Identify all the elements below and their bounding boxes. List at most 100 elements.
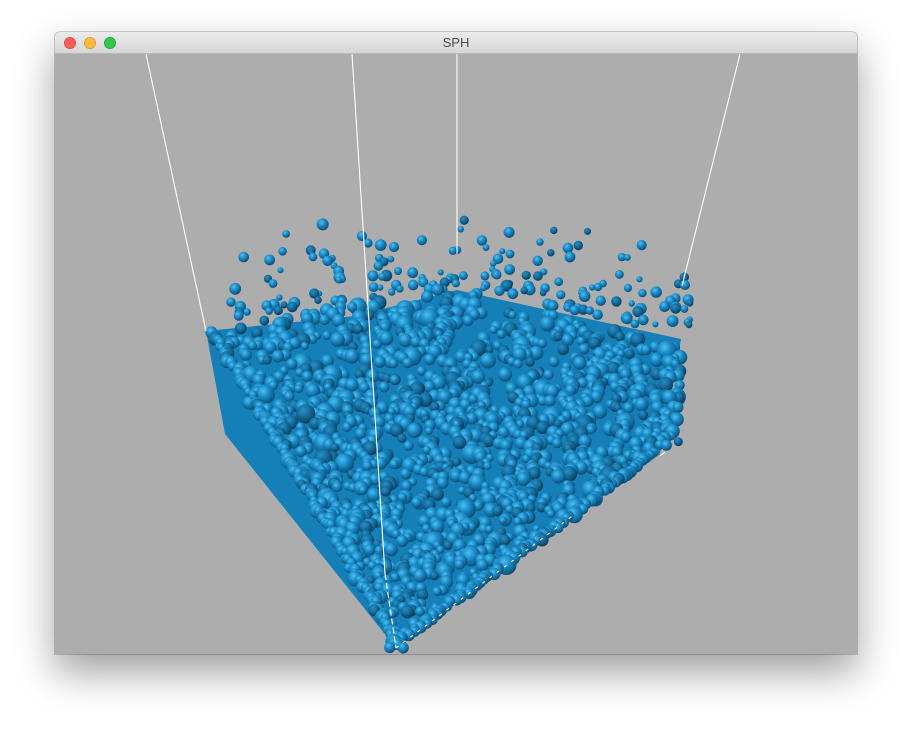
sph-particle — [554, 277, 564, 287]
sph-particle — [330, 332, 345, 347]
sph-particle — [672, 401, 684, 413]
minimize-button[interactable] — [84, 37, 96, 49]
sph-particle — [394, 267, 402, 275]
sph-particle — [402, 357, 413, 369]
sph-particle — [496, 329, 506, 339]
sph-particle — [432, 586, 442, 597]
sph-particle — [334, 453, 355, 473]
particle-scene — [55, 54, 857, 654]
sph-particle — [380, 486, 391, 497]
sph-particle — [547, 300, 558, 312]
sph-particle — [395, 534, 409, 548]
sph-particle — [490, 260, 497, 267]
sph-particle — [547, 249, 555, 257]
sph-particle — [278, 247, 287, 256]
simulation-viewport[interactable] — [55, 54, 857, 654]
sph-particle — [521, 454, 531, 464]
sph-particle — [320, 354, 334, 368]
sph-particle — [252, 373, 266, 387]
sph-particle — [300, 341, 309, 351]
sph-particle — [436, 476, 449, 489]
sph-particle — [421, 290, 434, 303]
sph-particle — [499, 439, 513, 452]
sph-particle — [403, 440, 414, 451]
sph-particle — [479, 352, 496, 369]
sph-particle — [273, 305, 283, 316]
sph-particle — [503, 226, 515, 238]
close-button[interactable] — [64, 37, 76, 49]
sph-particle — [305, 383, 321, 399]
sph-particle — [673, 437, 683, 447]
sph-particle — [400, 480, 413, 492]
sph-particle — [389, 423, 404, 438]
sph-particle — [377, 284, 384, 291]
sph-particle — [640, 344, 652, 356]
sph-particle — [557, 343, 570, 356]
sph-particle — [576, 336, 586, 346]
sph-particle — [358, 485, 368, 495]
sph-particle — [410, 336, 422, 348]
sph-particle — [308, 252, 318, 262]
sph-particle — [268, 279, 278, 288]
sph-particle — [622, 313, 633, 325]
sph-particle — [263, 341, 277, 354]
sph-particle — [467, 522, 476, 531]
sph-particle — [347, 301, 358, 312]
sph-particle — [458, 471, 472, 484]
title-bar[interactable]: SPH — [55, 32, 857, 54]
sph-particle — [638, 314, 649, 326]
zoom-button[interactable] — [104, 37, 116, 49]
sph-particle — [264, 254, 275, 266]
sph-particle — [373, 355, 386, 368]
sph-particle — [286, 301, 298, 313]
sph-particle — [437, 269, 444, 276]
sph-particle — [513, 516, 523, 526]
sph-particle — [632, 306, 644, 318]
sph-particle — [508, 310, 517, 319]
sph-particle — [322, 330, 332, 341]
sph-particle — [516, 471, 531, 486]
sph-particle — [471, 369, 486, 384]
sph-particle — [659, 301, 670, 312]
sph-particle — [480, 271, 490, 281]
sph-particle — [586, 425, 596, 435]
sph-particle — [578, 290, 591, 302]
sph-particle — [265, 307, 273, 315]
sph-particle — [342, 422, 352, 432]
sph-particle — [416, 366, 427, 376]
sph-particle — [378, 381, 390, 393]
sph-particle — [367, 270, 379, 282]
sph-particle — [354, 369, 365, 379]
sph-particle — [387, 407, 396, 416]
sph-particle — [589, 284, 596, 291]
sph-particle — [548, 356, 560, 368]
sph-particle — [384, 542, 398, 557]
container-edges — [145, 54, 741, 649]
sph-particle — [592, 404, 608, 419]
sph-particle — [482, 244, 490, 251]
sph-particle — [388, 241, 400, 253]
sph-particle — [622, 402, 635, 414]
sph-particle — [630, 319, 640, 329]
sph-particle — [507, 288, 519, 300]
sph-particle — [512, 347, 527, 362]
sph-particle — [389, 374, 400, 385]
sph-particle — [550, 226, 558, 235]
sph-particle — [452, 435, 467, 450]
sph-particle — [271, 350, 285, 363]
sph-particle — [459, 271, 468, 281]
sph-particle — [573, 240, 583, 251]
sph-particle — [485, 525, 494, 534]
sph-particle — [416, 588, 429, 601]
sph-particle — [424, 426, 433, 435]
sph-particle — [363, 238, 373, 248]
sph-particle — [374, 239, 387, 252]
sph-particle — [335, 276, 343, 284]
sph-particle — [454, 559, 465, 570]
sph-particle — [680, 280, 690, 290]
sph-particle — [459, 215, 469, 225]
sph-particle — [316, 218, 329, 231]
sph-particle — [528, 345, 544, 361]
sph-particle — [638, 410, 649, 421]
sph-particle — [686, 299, 694, 307]
